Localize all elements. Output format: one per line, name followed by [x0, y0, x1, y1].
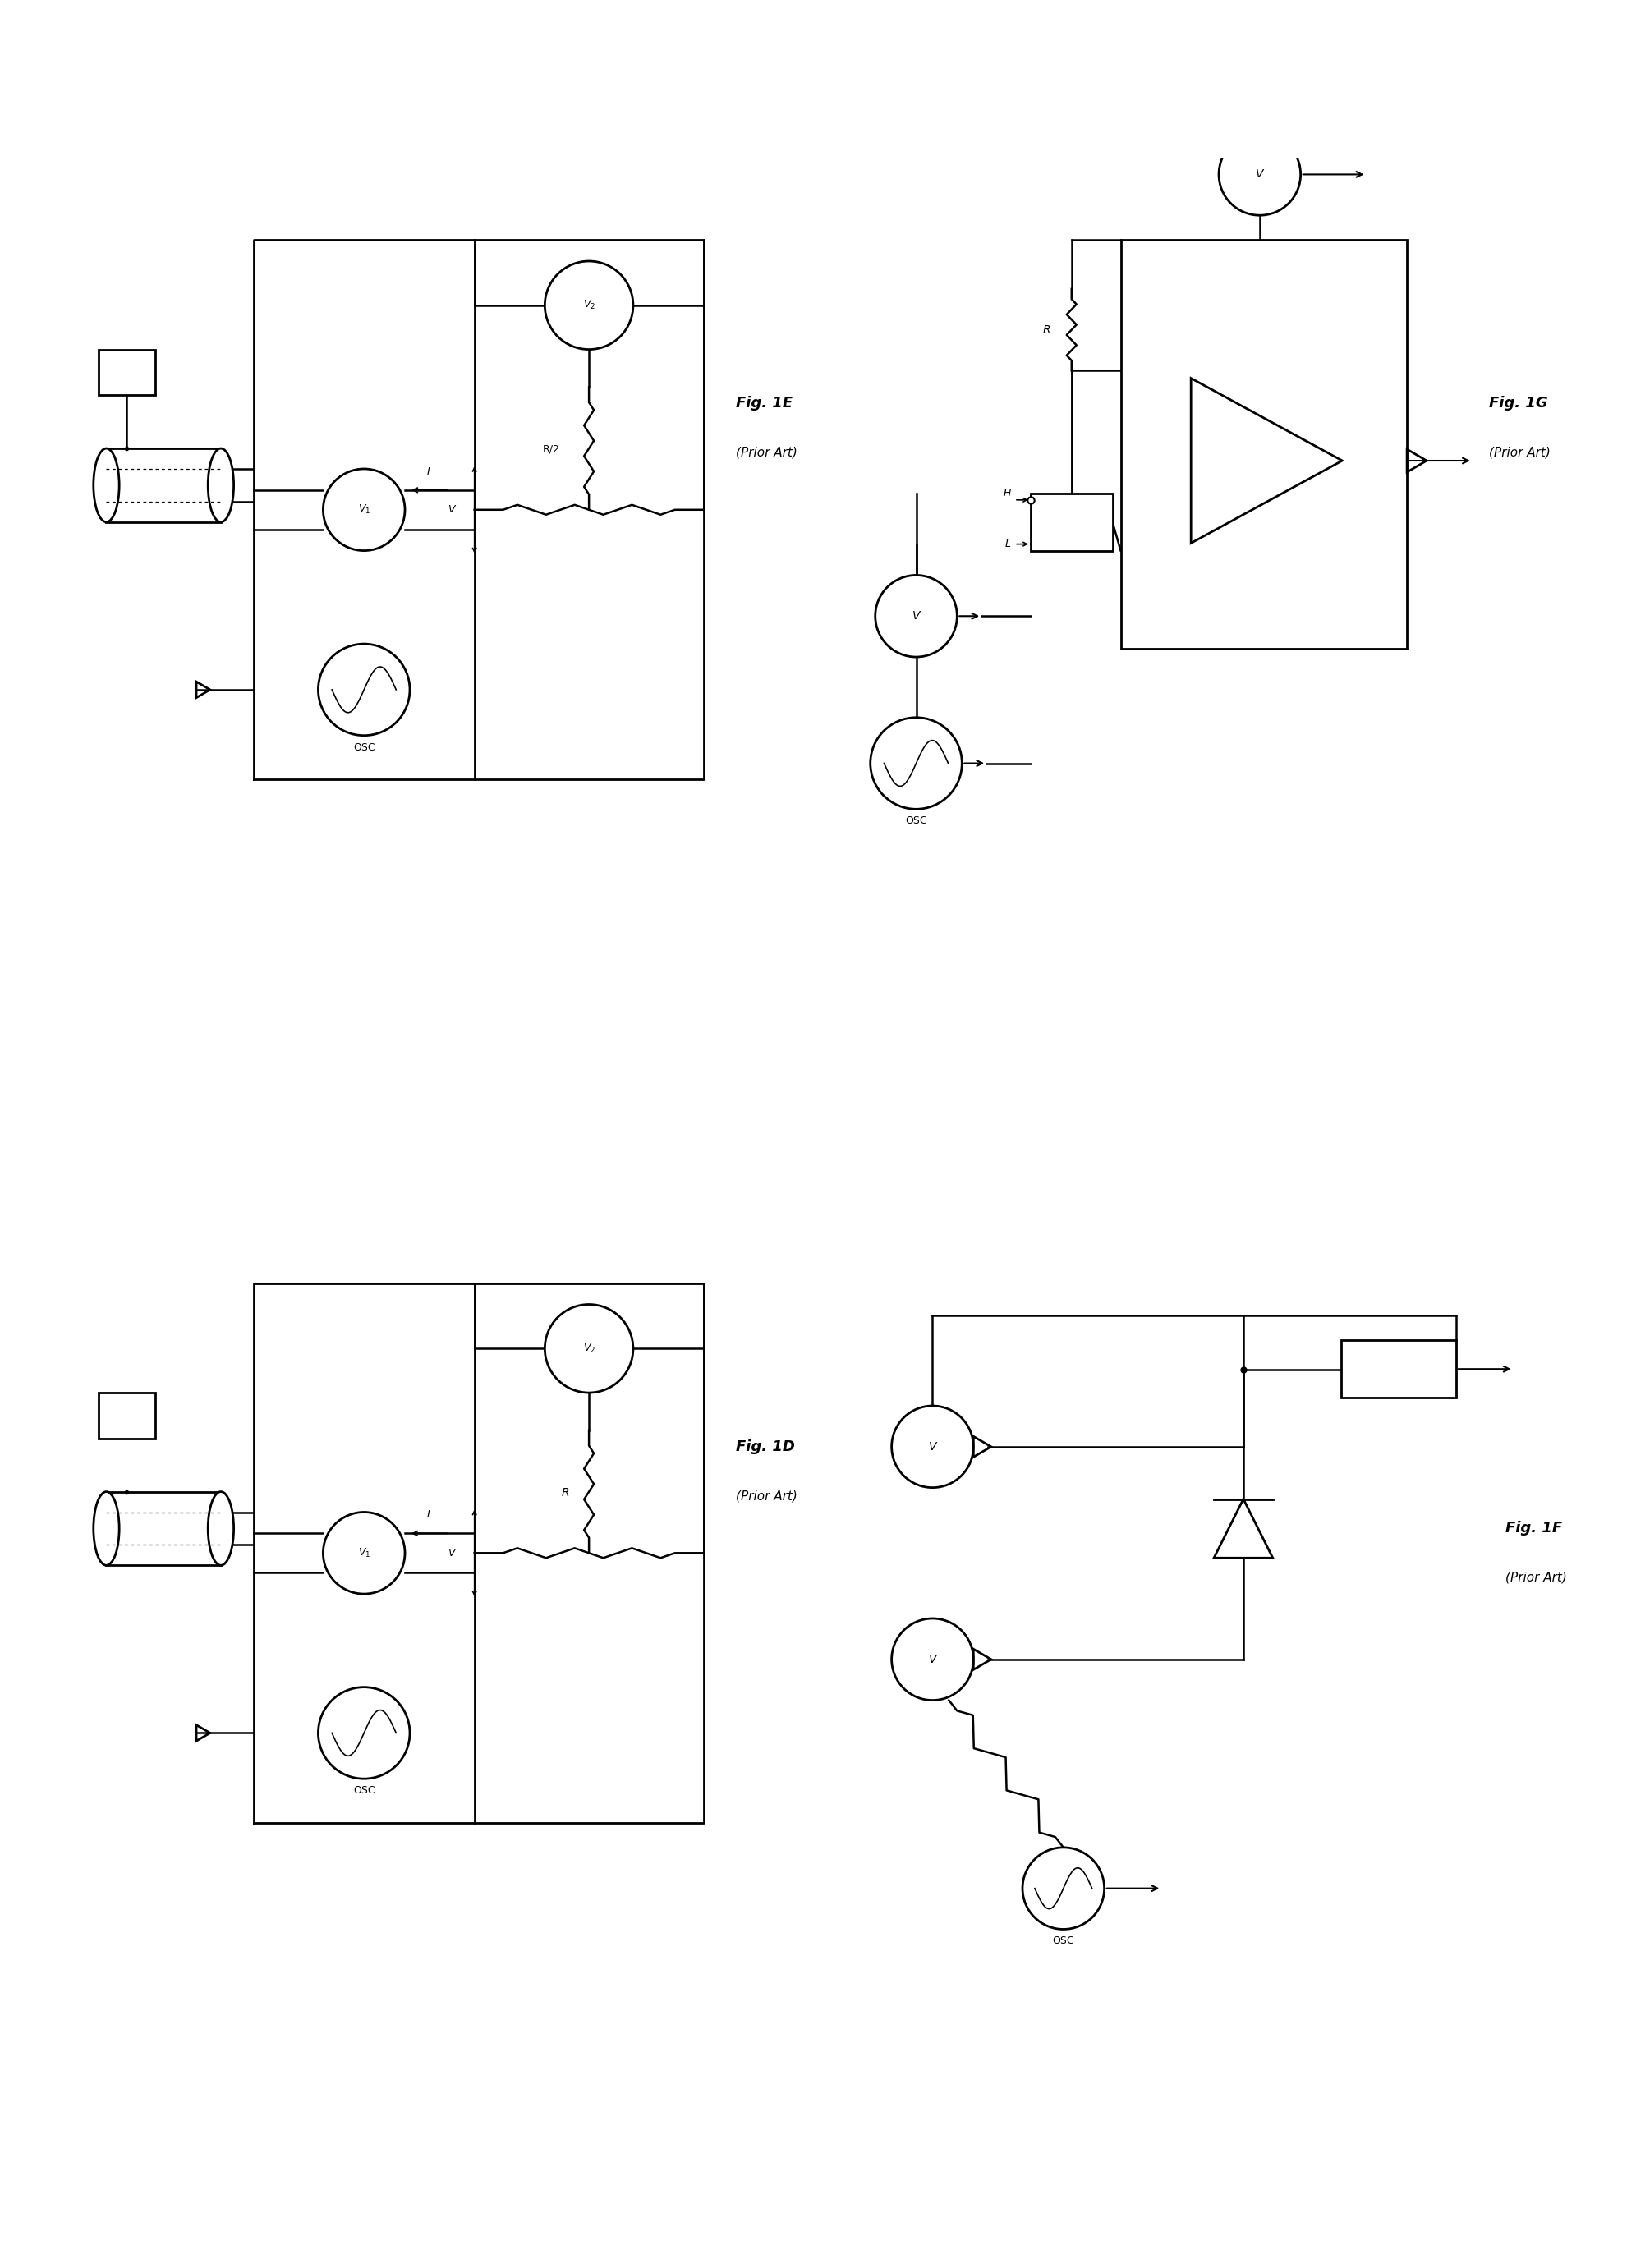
Circle shape — [324, 1513, 406, 1594]
Text: V: V — [913, 610, 919, 621]
Text: V: V — [1256, 168, 1263, 179]
Text: H: H — [1003, 488, 1011, 499]
Text: V: V — [929, 1653, 936, 1665]
Circle shape — [545, 1304, 633, 1393]
Text: OSC: OSC — [353, 742, 375, 753]
Circle shape — [875, 576, 957, 658]
Text: V: V — [929, 1440, 936, 1452]
Text: I: I — [427, 467, 430, 476]
Text: Fig. 1F: Fig. 1F — [1505, 1522, 1562, 1535]
Text: OSC: OSC — [905, 816, 928, 826]
Ellipse shape — [93, 1492, 119, 1565]
Text: Fig. 1G: Fig. 1G — [1489, 397, 1548, 411]
Text: I: I — [427, 1510, 430, 1520]
Bar — [1342, 1340, 1456, 1397]
Bar — [1031, 494, 1112, 551]
Text: $V_2$: $V_2$ — [582, 1343, 596, 1354]
Text: L: L — [1005, 540, 1011, 549]
Circle shape — [892, 1406, 973, 1488]
Text: Fig. 1E: Fig. 1E — [736, 397, 793, 411]
Circle shape — [324, 469, 406, 551]
Circle shape — [545, 261, 633, 349]
Circle shape — [1219, 134, 1301, 215]
Ellipse shape — [208, 449, 234, 522]
Ellipse shape — [93, 449, 119, 522]
Bar — [106, 449, 221, 522]
Circle shape — [892, 1619, 973, 1701]
Circle shape — [319, 644, 411, 735]
Text: (Prior Art): (Prior Art) — [736, 447, 798, 458]
Text: V: V — [448, 503, 455, 515]
Text: (Prior Art): (Prior Art) — [736, 1490, 798, 1501]
Text: OSC: OSC — [353, 1785, 375, 1796]
Bar — [98, 1393, 155, 1438]
Text: Zx: Zx — [121, 367, 133, 379]
Text: $V_1$: $V_1$ — [358, 1547, 370, 1558]
Text: Fig. 1D: Fig. 1D — [736, 1440, 795, 1454]
Text: Zx: Zx — [121, 1411, 133, 1422]
Circle shape — [1022, 1848, 1104, 1930]
Circle shape — [319, 1687, 411, 1778]
Text: OSC: OSC — [1052, 1937, 1075, 1946]
Text: R: R — [1042, 324, 1050, 336]
Text: $V_2$: $V_2$ — [582, 299, 596, 311]
Bar — [106, 1492, 221, 1565]
Ellipse shape — [208, 1492, 234, 1565]
Text: Zx: Zx — [1392, 1363, 1405, 1374]
Bar — [98, 349, 155, 395]
Circle shape — [870, 717, 962, 810]
Text: R: R — [561, 1488, 569, 1499]
Text: R/2: R/2 — [543, 445, 560, 454]
Polygon shape — [1191, 379, 1342, 542]
Text: (Prior Art): (Prior Art) — [1489, 447, 1551, 458]
Text: V: V — [448, 1547, 455, 1558]
Text: (Prior Art): (Prior Art) — [1505, 1572, 1567, 1583]
Text: $V_1$: $V_1$ — [358, 503, 370, 515]
Text: Zx: Zx — [1065, 517, 1078, 528]
Bar — [1121, 240, 1407, 649]
